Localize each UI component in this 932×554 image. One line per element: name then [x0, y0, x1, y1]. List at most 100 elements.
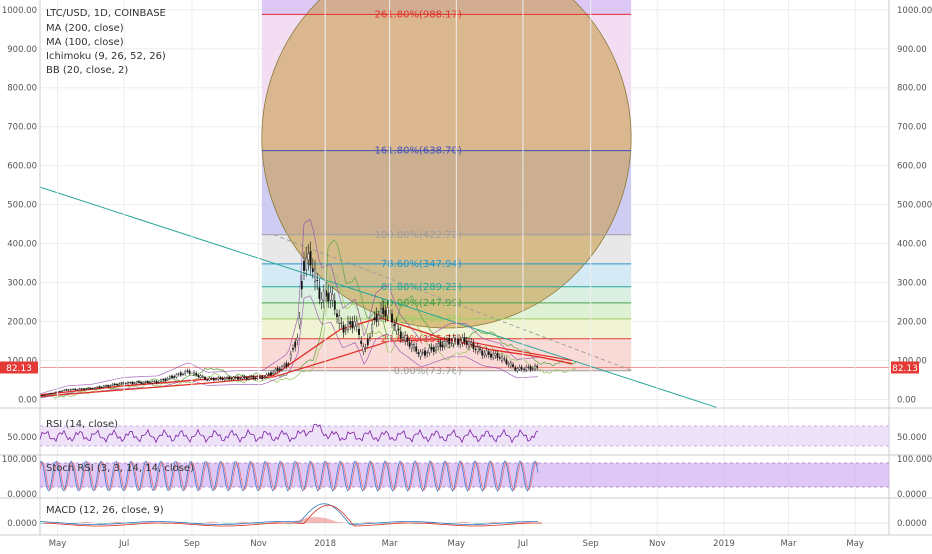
candle-body	[248, 377, 250, 380]
candle-body	[296, 337, 299, 341]
candle-body	[201, 376, 204, 378]
candle-body	[490, 353, 492, 358]
x-tick-label: 2019	[713, 539, 735, 549]
y-tick-label-right: 500.000	[897, 201, 932, 211]
x-tick-label: Jul	[517, 539, 528, 549]
candle-body	[89, 387, 92, 390]
candle-body	[241, 376, 244, 379]
candle-body	[54, 391, 57, 393]
candle-body	[98, 386, 101, 389]
candle-body	[518, 366, 521, 370]
candle-body	[250, 376, 253, 379]
candle-body	[41, 395, 44, 397]
candle-body	[318, 287, 321, 299]
main-pane[interactable]: 261.80%(988.17) 161.80%(638.70) 100.00%(42…	[39, 0, 889, 408]
candle-body	[217, 377, 220, 380]
candle-body	[107, 385, 110, 387]
candle-body	[221, 378, 224, 380]
candle-body	[355, 320, 358, 327]
candle-body	[320, 298, 323, 303]
ma-200-line[interactable]	[40, 338, 573, 397]
candle-body	[397, 328, 400, 331]
candle-body	[430, 346, 433, 350]
stoch-band	[40, 463, 889, 487]
candle-body	[419, 351, 422, 357]
candle-body	[360, 340, 363, 345]
candle-body	[358, 328, 360, 335]
candle-body	[164, 378, 167, 381]
fib-level-label: 78.60%(347.94)	[381, 259, 462, 270]
candle-body	[536, 365, 539, 368]
candle-body	[182, 373, 184, 375]
macd-line[interactable]	[39, 503, 539, 525]
candle-body	[382, 307, 385, 315]
candle-body	[494, 353, 497, 356]
candlestick-series[interactable]	[39, 241, 539, 397]
candle-body	[333, 300, 336, 310]
rsi-tick-left: 50.000	[7, 433, 37, 443]
prediction-circle[interactable]	[261, 0, 632, 329]
candle-body	[80, 388, 83, 390]
candle-body	[435, 346, 437, 351]
stoch-d-line[interactable]	[39, 461, 539, 491]
fib-level-label: 100.00%(422.72)	[375, 230, 462, 241]
legend-indicator: BB (20, close, 2)	[46, 65, 128, 76]
candle-body	[96, 386, 99, 388]
candle-body	[83, 388, 85, 390]
dashed-trendline[interactable]	[273, 234, 632, 371]
candle-body	[408, 342, 411, 347]
price-badge-left-text: 82.13	[6, 364, 32, 374]
candle-body	[476, 346, 479, 353]
candle-body	[173, 376, 176, 378]
candle-body	[483, 353, 486, 356]
x-tick-label: May	[846, 539, 864, 549]
candle-body	[67, 389, 70, 391]
candle-body	[208, 377, 211, 381]
candle-body	[127, 381, 129, 385]
fib-level-label: 61.80%(289.23)	[381, 282, 462, 293]
candle-body	[364, 346, 367, 349]
candle-body	[509, 362, 512, 367]
candle-body	[527, 366, 530, 368]
candle-body	[448, 337, 451, 345]
candle-body	[402, 337, 404, 340]
macd-signal-line[interactable]	[43, 504, 543, 527]
legend-indicator: MA (100, close)	[46, 37, 124, 48]
candle-body	[186, 370, 189, 372]
candle-body	[303, 260, 305, 271]
candle-body	[426, 352, 429, 354]
candle-body	[289, 354, 292, 359]
candle-body	[298, 318, 301, 326]
y-tick-label-right: 400.00	[897, 240, 927, 250]
candle-body	[276, 367, 279, 371]
rsi-line[interactable]	[39, 423, 539, 444]
candle-body	[245, 377, 248, 380]
legend-indicator: Ichimoku (9, 26, 52, 26)	[46, 51, 166, 62]
candle-body	[129, 382, 132, 384]
candle-body	[472, 342, 475, 349]
candle-body	[270, 372, 272, 376]
descending-trendline[interactable]	[40, 186, 717, 408]
candle-body	[340, 322, 343, 325]
candle-body	[50, 392, 52, 395]
ma-100-line[interactable]	[40, 316, 573, 396]
x-tick-label: Sep	[583, 539, 599, 549]
candle-body	[239, 378, 242, 380]
candle-body	[155, 380, 158, 384]
candle-body	[116, 383, 118, 386]
candle-body	[531, 368, 534, 370]
candle-body	[131, 381, 134, 384]
candle-body	[487, 351, 490, 355]
candle-body	[149, 382, 151, 384]
y-tick-label-left: 400.00	[7, 240, 37, 250]
y-tick-label-left: 1000.00	[2, 6, 37, 16]
y-tick-label-right: 300.00	[897, 279, 927, 289]
candle-body	[377, 315, 380, 321]
rsi-label: RSI (14, close)	[46, 419, 118, 430]
candle-body	[177, 373, 180, 375]
candle-body	[72, 388, 74, 390]
candle-body	[463, 337, 466, 343]
candle-body	[111, 383, 114, 386]
y-tick-label-right: 900.00	[897, 45, 927, 55]
